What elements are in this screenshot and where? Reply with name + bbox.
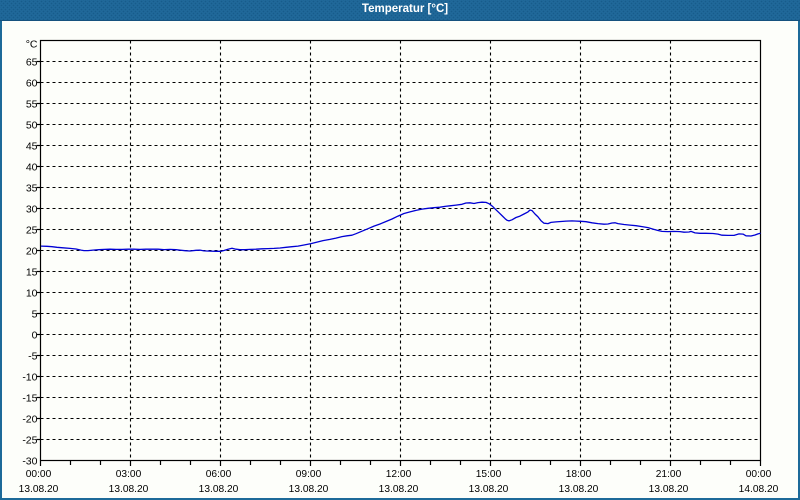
svg-text:14.08.20: 14.08.20 bbox=[739, 484, 779, 495]
svg-text:-30: -30 bbox=[22, 456, 37, 468]
svg-text:0: 0 bbox=[32, 330, 38, 342]
svg-text:-25: -25 bbox=[22, 435, 37, 447]
svg-text:00:00: 00:00 bbox=[26, 469, 52, 480]
svg-text:5: 5 bbox=[32, 309, 38, 321]
svg-text:13.08.20: 13.08.20 bbox=[289, 484, 329, 495]
svg-text:15: 15 bbox=[26, 267, 38, 279]
svg-text:45: 45 bbox=[26, 141, 38, 153]
svg-text:13.08.20: 13.08.20 bbox=[109, 484, 149, 495]
svg-text:13.08.20: 13.08.20 bbox=[559, 484, 599, 495]
svg-text:60: 60 bbox=[26, 78, 38, 90]
svg-text:13.08.20: 13.08.20 bbox=[19, 484, 59, 495]
svg-text:15:00: 15:00 bbox=[476, 469, 502, 480]
svg-text:-5: -5 bbox=[28, 351, 37, 363]
svg-text:35: 35 bbox=[26, 183, 38, 195]
svg-text:06:00: 06:00 bbox=[206, 469, 232, 480]
svg-text:40: 40 bbox=[26, 162, 38, 174]
svg-text:-10: -10 bbox=[22, 372, 37, 384]
svg-text:18:00: 18:00 bbox=[566, 469, 592, 480]
svg-text:10: 10 bbox=[26, 288, 38, 300]
svg-text:30: 30 bbox=[26, 204, 38, 216]
svg-text:03:00: 03:00 bbox=[116, 469, 142, 480]
svg-text:13.08.20: 13.08.20 bbox=[199, 484, 239, 495]
svg-text:°C: °C bbox=[26, 39, 38, 51]
svg-text:12:00: 12:00 bbox=[386, 469, 412, 480]
svg-text:50: 50 bbox=[26, 120, 38, 132]
svg-text:20: 20 bbox=[26, 246, 38, 258]
svg-text:13.08.20: 13.08.20 bbox=[469, 484, 509, 495]
svg-text:-15: -15 bbox=[22, 393, 37, 405]
svg-text:-20: -20 bbox=[22, 414, 37, 426]
svg-text:13.08.20: 13.08.20 bbox=[379, 484, 419, 495]
svg-text:00:00: 00:00 bbox=[746, 469, 772, 480]
svg-text:13.08.20: 13.08.20 bbox=[649, 484, 689, 495]
svg-text:21:00: 21:00 bbox=[656, 469, 682, 480]
svg-text:55: 55 bbox=[26, 99, 38, 111]
svg-text:09:00: 09:00 bbox=[296, 469, 322, 480]
svg-text:25: 25 bbox=[26, 225, 38, 237]
svg-text:65: 65 bbox=[26, 57, 38, 69]
